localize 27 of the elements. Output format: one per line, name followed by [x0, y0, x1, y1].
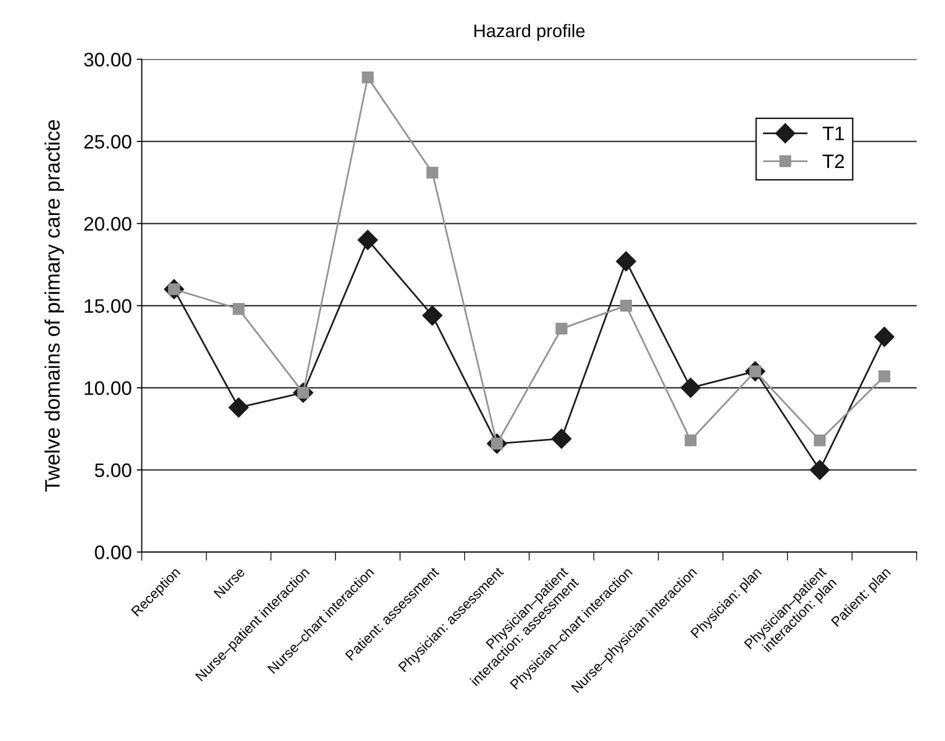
y-tick-label: 20.00: [84, 217, 132, 231]
y-axis-title: Twelve domains of primary care practice: [44, 120, 64, 492]
y-tick-label: 25.00: [84, 134, 132, 149]
y-tick-label: 10.00: [84, 381, 132, 396]
chart-title: Hazard profile: [474, 24, 585, 41]
point: [878, 370, 890, 382]
point: [228, 397, 249, 418]
y-tick-label: 0.00: [94, 546, 132, 560]
point: [422, 305, 442, 326]
y-tick-label: 5.00: [94, 463, 132, 478]
point: [810, 460, 830, 480]
point: [551, 428, 572, 449]
y-tick-label: 30.00: [84, 52, 132, 67]
legend-label: T1: [822, 126, 844, 140]
point: [358, 230, 378, 250]
point: [232, 303, 245, 315]
point: [426, 166, 438, 179]
point: [814, 434, 826, 446]
point: [874, 326, 894, 347]
point: [680, 378, 701, 398]
point: [620, 300, 632, 312]
point: [362, 71, 374, 84]
y-tick-label: 15.00: [84, 299, 132, 313]
point: [616, 251, 636, 272]
legend-label: T2: [822, 154, 844, 168]
point: [556, 322, 568, 335]
point: [684, 434, 697, 446]
